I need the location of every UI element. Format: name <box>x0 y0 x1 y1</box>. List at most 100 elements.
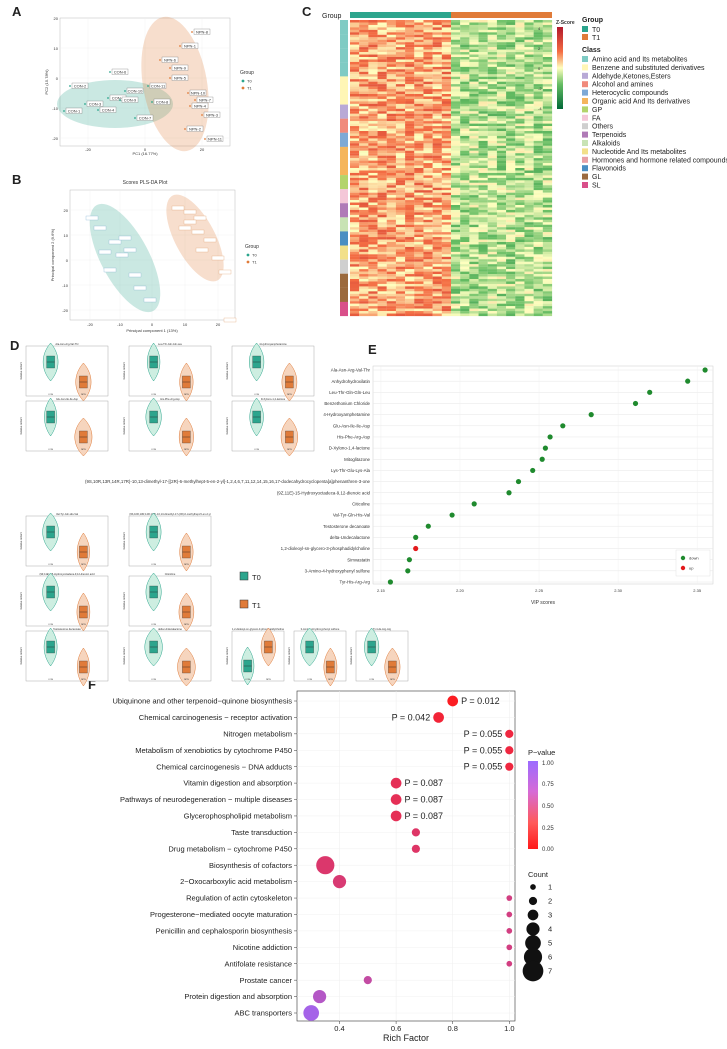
heatmap-cell <box>496 269 507 272</box>
heatmap-cell <box>460 286 470 289</box>
plsda-legend-t1-marker <box>246 260 250 264</box>
heatmap-cell <box>395 20 406 23</box>
heatmap-cell <box>524 27 534 30</box>
heatmap-cell <box>414 57 424 60</box>
heatmap-cell <box>460 217 470 220</box>
heatmap-cell <box>377 143 387 146</box>
heatmap-cell <box>496 261 507 265</box>
heatmap-cell <box>414 291 424 294</box>
heatmap-cell <box>350 259 360 262</box>
heatmap-cell <box>487 197 498 201</box>
heatmap-cell <box>441 246 452 250</box>
heatmap-cell <box>368 214 378 218</box>
heatmap-cell <box>441 59 452 63</box>
heatmap-cell <box>487 261 498 265</box>
heatmap-cell <box>350 197 360 201</box>
heatmap-cell <box>533 155 543 159</box>
heatmap-cell <box>469 293 479 297</box>
heatmap-cell <box>542 106 553 109</box>
heatmap-cell <box>496 44 507 48</box>
heatmap-cell <box>460 237 470 240</box>
heatmap-cell <box>377 205 387 208</box>
heatmap-cell <box>524 175 534 178</box>
heatmap-cell <box>395 202 406 206</box>
heatmap-cell <box>506 259 516 262</box>
heatmap-cell <box>359 165 369 169</box>
class-legend-swatch <box>582 89 588 96</box>
heatmap-cell <box>524 155 534 159</box>
heatmap-cell <box>533 96 543 100</box>
heatmap-cell <box>469 140 479 144</box>
heatmap-cell <box>524 84 534 87</box>
heatmap-cell <box>386 89 397 92</box>
heatmap-cell <box>469 37 479 40</box>
heatmap-cell <box>542 170 553 174</box>
heatmap-cell <box>441 168 452 171</box>
heatmap-cell <box>496 49 507 53</box>
heatmap-cell <box>524 79 534 82</box>
heatmap-cell <box>368 150 378 154</box>
heatmap-cell <box>359 234 369 238</box>
heatmap-cell <box>533 239 543 243</box>
heatmap-cell <box>451 39 461 43</box>
heatmap-cell <box>506 195 516 198</box>
heatmap-cell <box>377 155 387 159</box>
heatmap-cell <box>405 185 415 188</box>
heatmap-cell <box>533 79 543 82</box>
kegg-xaxis-ticks: 0.4 0.6 0.8 1.0 <box>334 1021 515 1033</box>
heatmap-cell <box>515 306 525 309</box>
heatmap-cell <box>451 311 461 314</box>
heatmap-cell <box>414 234 424 238</box>
heatmap-cell <box>506 133 516 137</box>
heatmap-cell <box>432 200 442 203</box>
heatmap-cell <box>414 103 424 107</box>
heatmap-cell <box>368 256 378 260</box>
heatmap-cell <box>405 47 415 50</box>
heatmap-cell <box>487 54 498 58</box>
heatmap-cell <box>451 123 461 127</box>
vip-point <box>449 512 455 518</box>
heatmap-cell <box>395 155 406 159</box>
heatmap-cell <box>441 42 452 45</box>
heatmap-cell <box>478 54 488 58</box>
heatmap-cell <box>395 298 406 302</box>
violin-legend-t0-swatch <box>239 571 249 581</box>
heatmap-cell <box>395 138 406 141</box>
heatmap-cell <box>368 163 378 166</box>
heatmap-cell <box>478 148 488 151</box>
heatmap-cell <box>469 138 479 141</box>
heatmap-cell <box>524 116 534 119</box>
heatmap-cell <box>506 311 516 314</box>
heatmap-cell <box>469 118 479 122</box>
heatmap-cell <box>533 148 543 151</box>
vip-legend-down: down <box>689 556 699 561</box>
heatmap-cell <box>496 163 507 166</box>
heatmap-cell <box>386 205 397 208</box>
heatmap-cell <box>487 283 498 287</box>
heatmap-cell <box>451 54 461 58</box>
vip-legend-down-marker <box>680 555 686 561</box>
heatmap-cell <box>423 155 433 159</box>
heatmap-cell <box>405 298 415 302</box>
heatmap-cell <box>469 239 479 243</box>
violin-subplot-frame <box>25 630 109 682</box>
heatmap-cell <box>441 281 452 285</box>
heatmap-cell <box>414 116 424 119</box>
heatmap-cell <box>515 52 525 55</box>
pca-legend-t1: T1 <box>247 86 252 91</box>
heatmap-cell <box>386 291 397 294</box>
heatmap-cell <box>432 237 442 240</box>
heatmap-cell <box>487 207 498 211</box>
heatmap-cell <box>414 274 424 277</box>
heatmap-cell <box>395 214 406 218</box>
heatmap-cell <box>533 47 543 50</box>
heatmap-cell <box>542 126 553 129</box>
heatmap-cell <box>460 306 470 309</box>
heatmap-cell <box>414 118 424 122</box>
heatmap-cell <box>405 187 415 191</box>
heatmap-cell <box>350 239 360 243</box>
heatmap-cell <box>386 160 397 164</box>
heatmap-cell <box>506 96 516 100</box>
heatmap-cell <box>414 165 424 169</box>
heatmap-cell <box>469 96 479 100</box>
